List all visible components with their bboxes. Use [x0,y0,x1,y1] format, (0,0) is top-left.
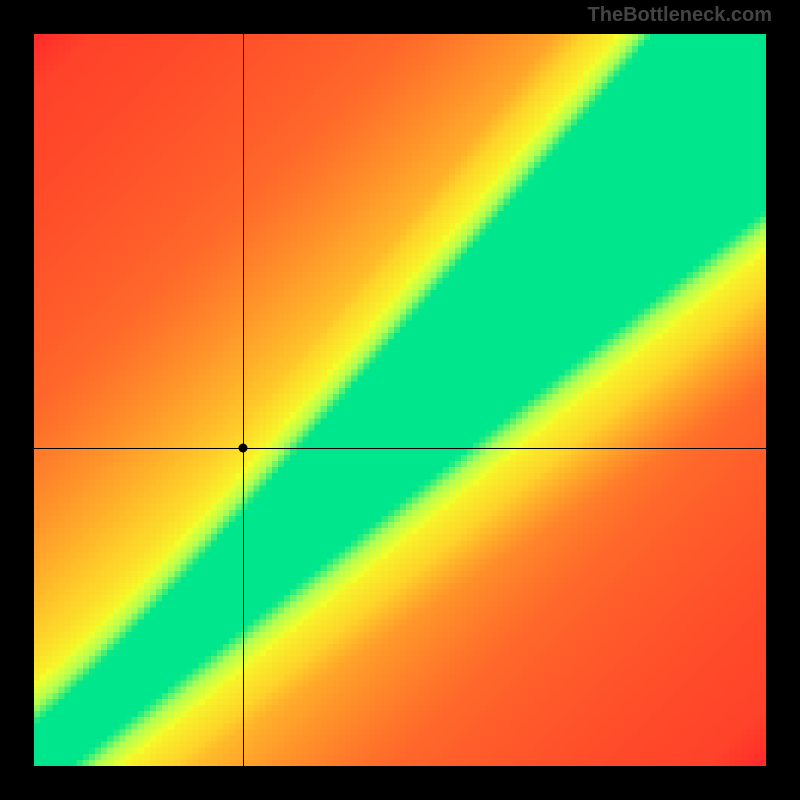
crosshair-horizontal [34,448,766,449]
crosshair-vertical [243,34,244,766]
heatmap-canvas [34,34,766,766]
heatmap-plot [34,34,766,766]
crosshair-marker [238,443,247,452]
watermark-text: TheBottleneck.com [588,4,772,27]
